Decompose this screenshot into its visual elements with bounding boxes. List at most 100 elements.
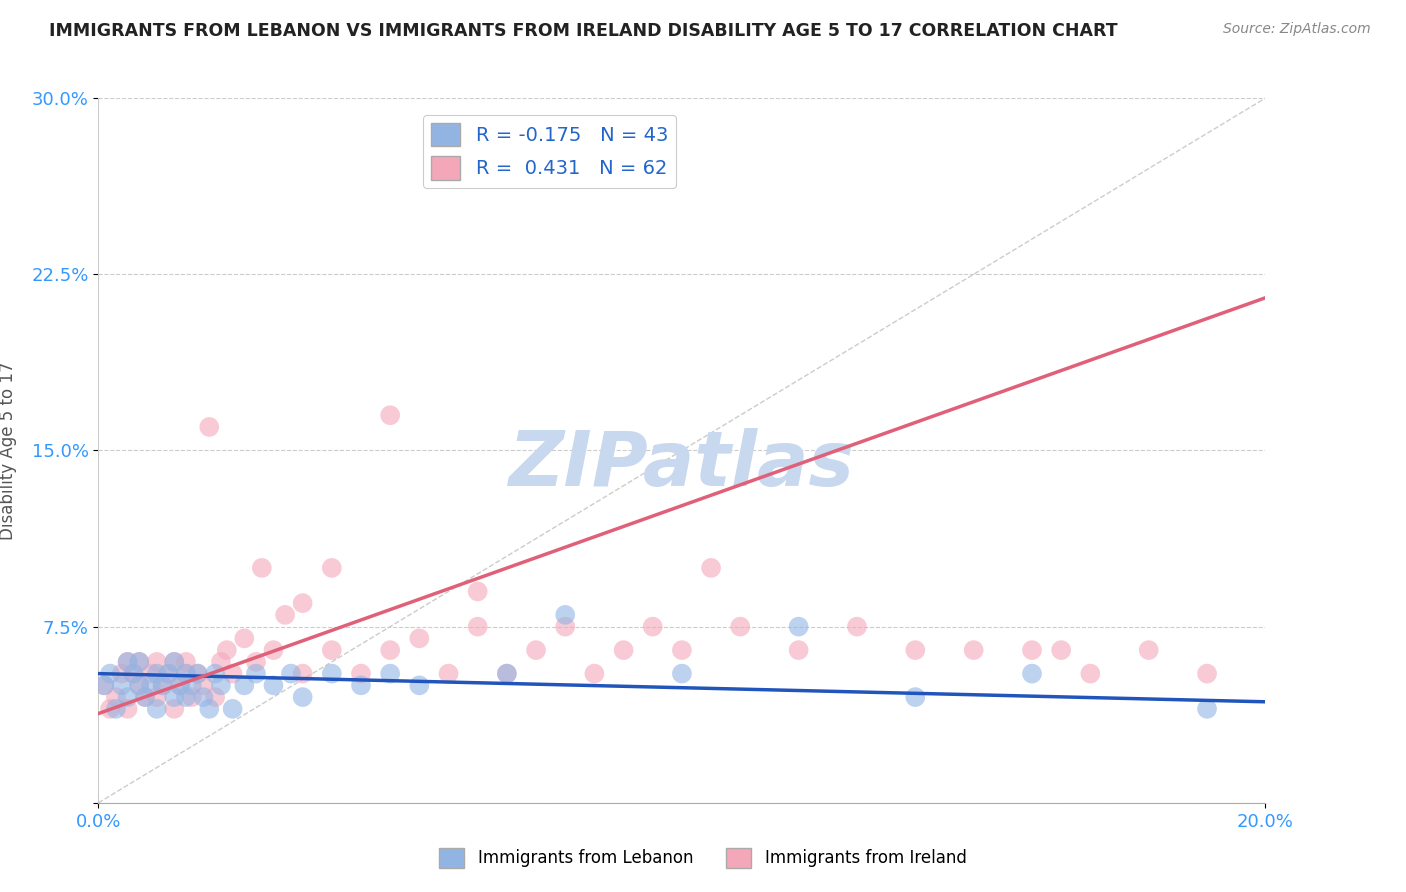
Point [1137, 643, 1160, 657]
Point [321, 561, 343, 575]
Point [117, 690, 139, 705]
Point [169, 678, 191, 692]
Point [146, 655, 169, 669]
Point [169, 678, 191, 692]
Point [139, 678, 162, 692]
Point [1195, 666, 1218, 681]
Point [187, 666, 209, 681]
Legend: R = -0.175   N = 43, R =  0.431   N = 62: R = -0.175 N = 43, R = 0.431 N = 62 [423, 115, 676, 187]
Point [163, 655, 186, 669]
Point [408, 632, 430, 646]
Point [524, 643, 547, 657]
Point [671, 666, 693, 681]
Point [174, 655, 197, 669]
Point [1021, 666, 1043, 681]
Point [174, 666, 197, 681]
Point [117, 655, 139, 669]
Point [274, 607, 297, 622]
Point [134, 690, 156, 705]
Point [846, 619, 869, 633]
Point [380, 666, 402, 681]
Text: Source: ZipAtlas.com: Source: ZipAtlas.com [1223, 22, 1371, 37]
Point [291, 690, 314, 705]
Point [1021, 643, 1043, 657]
Point [904, 690, 927, 705]
Point [962, 643, 984, 657]
Point [146, 690, 169, 705]
Text: IMMIGRANTS FROM LEBANON VS IMMIGRANTS FROM IRELAND DISABILITY AGE 5 TO 17 CORREL: IMMIGRANTS FROM LEBANON VS IMMIGRANTS FR… [49, 22, 1118, 40]
Point [612, 643, 634, 657]
Legend: Immigrants from Lebanon, Immigrants from Ireland: Immigrants from Lebanon, Immigrants from… [433, 841, 973, 875]
Point [152, 678, 174, 692]
Point [187, 666, 209, 681]
Point [152, 678, 174, 692]
Point [111, 678, 134, 692]
Point [104, 690, 127, 705]
Point [700, 561, 723, 575]
Point [204, 690, 226, 705]
Point [209, 655, 232, 669]
Point [117, 655, 139, 669]
Point [139, 666, 162, 681]
Point [221, 666, 243, 681]
Point [380, 408, 402, 422]
Point [122, 666, 145, 681]
Point [496, 666, 519, 681]
Point [193, 678, 215, 692]
Point [174, 690, 197, 705]
Point [554, 607, 576, 622]
Point [215, 643, 238, 657]
Point [193, 690, 215, 705]
Point [245, 666, 267, 681]
Point [467, 584, 489, 599]
Point [280, 666, 302, 681]
Point [262, 643, 284, 657]
Point [321, 666, 343, 681]
Point [641, 619, 664, 633]
Point [198, 420, 221, 434]
Point [380, 643, 402, 657]
Point [204, 666, 226, 681]
Point [157, 666, 180, 681]
Point [180, 678, 202, 692]
Point [350, 666, 373, 681]
Point [117, 702, 139, 716]
Point [174, 666, 197, 681]
Point [730, 619, 752, 633]
Point [671, 643, 693, 657]
Point [1080, 666, 1102, 681]
Point [209, 678, 232, 692]
Point [180, 690, 202, 705]
Point [146, 702, 169, 716]
Point [163, 702, 186, 716]
Point [350, 678, 373, 692]
Point [554, 619, 576, 633]
Point [1050, 643, 1073, 657]
Point [157, 666, 180, 681]
Point [198, 702, 221, 716]
Point [233, 678, 256, 692]
Y-axis label: Disability Age 5 to 17: Disability Age 5 to 17 [0, 361, 17, 540]
Point [111, 666, 134, 681]
Point [437, 666, 460, 681]
Text: ZIPatlas: ZIPatlas [509, 427, 855, 501]
Point [93, 678, 115, 692]
Point [904, 643, 927, 657]
Point [134, 690, 156, 705]
Point [262, 678, 284, 692]
Point [128, 678, 150, 692]
Point [250, 561, 273, 575]
Point [291, 596, 314, 610]
Point [221, 702, 243, 716]
Point [128, 678, 150, 692]
Point [496, 666, 519, 681]
Point [787, 643, 810, 657]
Point [98, 702, 121, 716]
Point [321, 643, 343, 657]
Point [163, 690, 186, 705]
Point [128, 655, 150, 669]
Point [408, 678, 430, 692]
Point [128, 655, 150, 669]
Point [467, 619, 489, 633]
Point [245, 655, 267, 669]
